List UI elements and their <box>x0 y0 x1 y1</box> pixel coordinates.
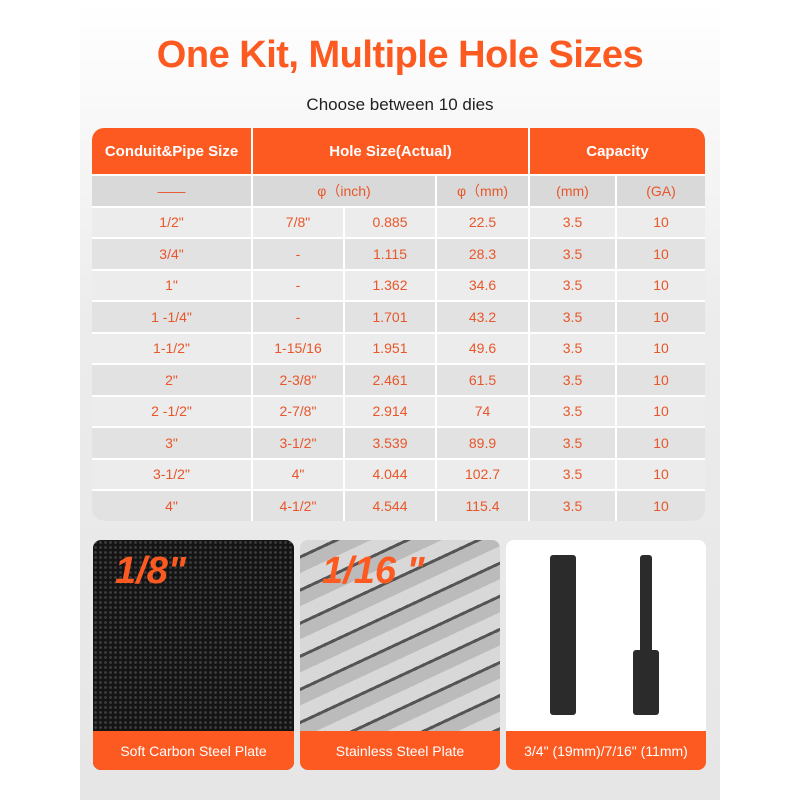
table-cell: 49.6 <box>437 333 530 363</box>
table-cell: 2.914 <box>345 396 437 426</box>
tile-label: Stainless Steel Plate <box>300 731 500 770</box>
table-cell: 34.6 <box>437 270 530 300</box>
tile-label: Soft Carbon Steel Plate <box>93 731 294 770</box>
table-header: Conduit&Pipe Size Hole Size(Actual) Capa… <box>92 128 705 174</box>
table-row: 3-1/2" 4" 4.044 102.7 3.5 10 <box>92 457 705 489</box>
table-subheader: —— φ（inch) φ（mm) (mm) (GA) <box>92 174 705 206</box>
table-cell: 115.4 <box>437 491 530 521</box>
table-cell: 3.5 <box>530 428 617 458</box>
table-cell: 10 <box>653 308 669 325</box>
table-cell: 22.5 <box>437 207 530 237</box>
table-cell: 3-1/2" <box>253 428 345 458</box>
header-capacity: Capacity <box>586 142 649 160</box>
table-cell: 10 <box>653 497 669 514</box>
table-row: 3" 3-1/2" 3.539 89.9 3.5 10 <box>92 426 705 458</box>
tile-draw-studs: 3/4" (19mm)/7/16" (11mm) <box>506 540 706 770</box>
table-cell: 3.5 <box>530 207 617 237</box>
table-cell: 10 <box>653 371 669 388</box>
header-conduit: Conduit&Pipe Size <box>92 128 253 174</box>
subtitle: Choose between 10 dies <box>306 95 494 114</box>
header-hole-size: Hole Size(Actual) <box>253 128 530 174</box>
table-cell: 10 <box>653 214 669 231</box>
table-cell: 2-3/8" <box>253 365 345 395</box>
subheader: (mm) <box>530 176 617 206</box>
table-cell: 3.5 <box>530 239 617 269</box>
table-cell: 1 -1/4" <box>92 302 253 332</box>
table-cell: 10 <box>653 403 669 420</box>
table-cell: 4.544 <box>345 491 437 521</box>
subheader: φ（mm) <box>437 176 530 206</box>
subheader: (GA) <box>646 182 676 199</box>
table-cell: 3.5 <box>530 302 617 332</box>
table-cell: 3.5 <box>530 270 617 300</box>
table-row: 1 -1/4" -1.701 43.2 3.5 10 <box>92 300 705 332</box>
table-row: 1" -1.362 34.6 3.5 10 <box>92 268 705 300</box>
table-cell: 2.461 <box>345 365 437 395</box>
table-cell: 2-7/8" <box>253 396 345 426</box>
table-row: 2 -1/2" 2-7/8" 2.914 74 3.5 10 <box>92 394 705 426</box>
table-row: 1-1/2" 1-15/16 1.951 49.6 3.5 10 <box>92 331 705 363</box>
table-row: 1/2" 7/8" 0.885 22.5 3.5 10 <box>92 205 705 237</box>
table-cell: 61.5 <box>437 365 530 395</box>
table-cell: 1" <box>92 270 253 300</box>
table-cell: - <box>253 270 345 300</box>
table-cell: 3" <box>92 428 253 458</box>
table-cell: 3.5 <box>530 333 617 363</box>
table-cell: 10 <box>653 277 669 294</box>
table-cell: 3.5 <box>530 491 617 521</box>
table-cell: 3-1/2" <box>92 459 253 489</box>
subheader: —— <box>92 176 253 206</box>
small-draw-stud-image <box>640 555 652 655</box>
table-cell: 10 <box>653 245 669 262</box>
table-cell: 43.2 <box>437 302 530 332</box>
table-cell: 4" <box>253 459 345 489</box>
table-row: 3/4" -1.115 28.3 3.5 10 <box>92 237 705 269</box>
table-cell: 2 -1/2" <box>92 396 253 426</box>
table-cell: 4.044 <box>345 459 437 489</box>
subheader: φ（inch) <box>253 176 437 206</box>
table-cell: 1.951 <box>345 333 437 363</box>
table-cell: 4" <box>92 491 253 521</box>
table-cell: 10 <box>653 434 669 451</box>
table-cell: 1.362 <box>345 270 437 300</box>
thickness-label: 1/16 " <box>322 550 425 592</box>
thickness-label: 1/8" <box>115 550 186 592</box>
table-cell: 3.5 <box>530 459 617 489</box>
tile-label: 3/4" (19mm)/7/16" (11mm) <box>506 731 706 770</box>
table-cell: 28.3 <box>437 239 530 269</box>
table-cell: 2" <box>92 365 253 395</box>
page-title: One Kit, Multiple Hole Sizes <box>156 34 644 76</box>
table-cell: 4-1/2" <box>253 491 345 521</box>
large-draw-stud-image <box>550 555 576 715</box>
table-cell: - <box>253 239 345 269</box>
table-cell: 1/2" <box>92 207 253 237</box>
table-cell: 7/8" <box>253 207 345 237</box>
table-cell: 3.5 <box>530 365 617 395</box>
tile-stainless-steel: 1/16 " Stainless Steel Plate <box>300 540 500 770</box>
table-cell: 1.115 <box>345 239 437 269</box>
table-cell: 1-15/16 <box>253 333 345 363</box>
table-cell: 0.885 <box>345 207 437 237</box>
tile-carbon-steel: 1/8" Soft Carbon Steel Plate <box>93 540 294 770</box>
table-cell: 10 <box>653 340 669 357</box>
table-row: 4" 4-1/2" 4.544 115.4 3.5 10 <box>92 489 705 521</box>
table-cell: 3.539 <box>345 428 437 458</box>
table-cell: 74 <box>437 396 530 426</box>
table-row: 2" 2-3/8" 2.461 61.5 3.5 10 <box>92 363 705 395</box>
table-cell: 3/4" <box>92 239 253 269</box>
table-cell: 89.9 <box>437 428 530 458</box>
table-cell: 102.7 <box>437 459 530 489</box>
hole-size-table: Conduit&Pipe Size Hole Size(Actual) Capa… <box>92 128 705 521</box>
table-cell: 3.5 <box>530 396 617 426</box>
table-cell: 1-1/2" <box>92 333 253 363</box>
table-cell: 1.701 <box>345 302 437 332</box>
table-cell: 10 <box>653 466 669 483</box>
table-cell: - <box>253 302 345 332</box>
small-draw-stud-base-image <box>633 650 659 715</box>
